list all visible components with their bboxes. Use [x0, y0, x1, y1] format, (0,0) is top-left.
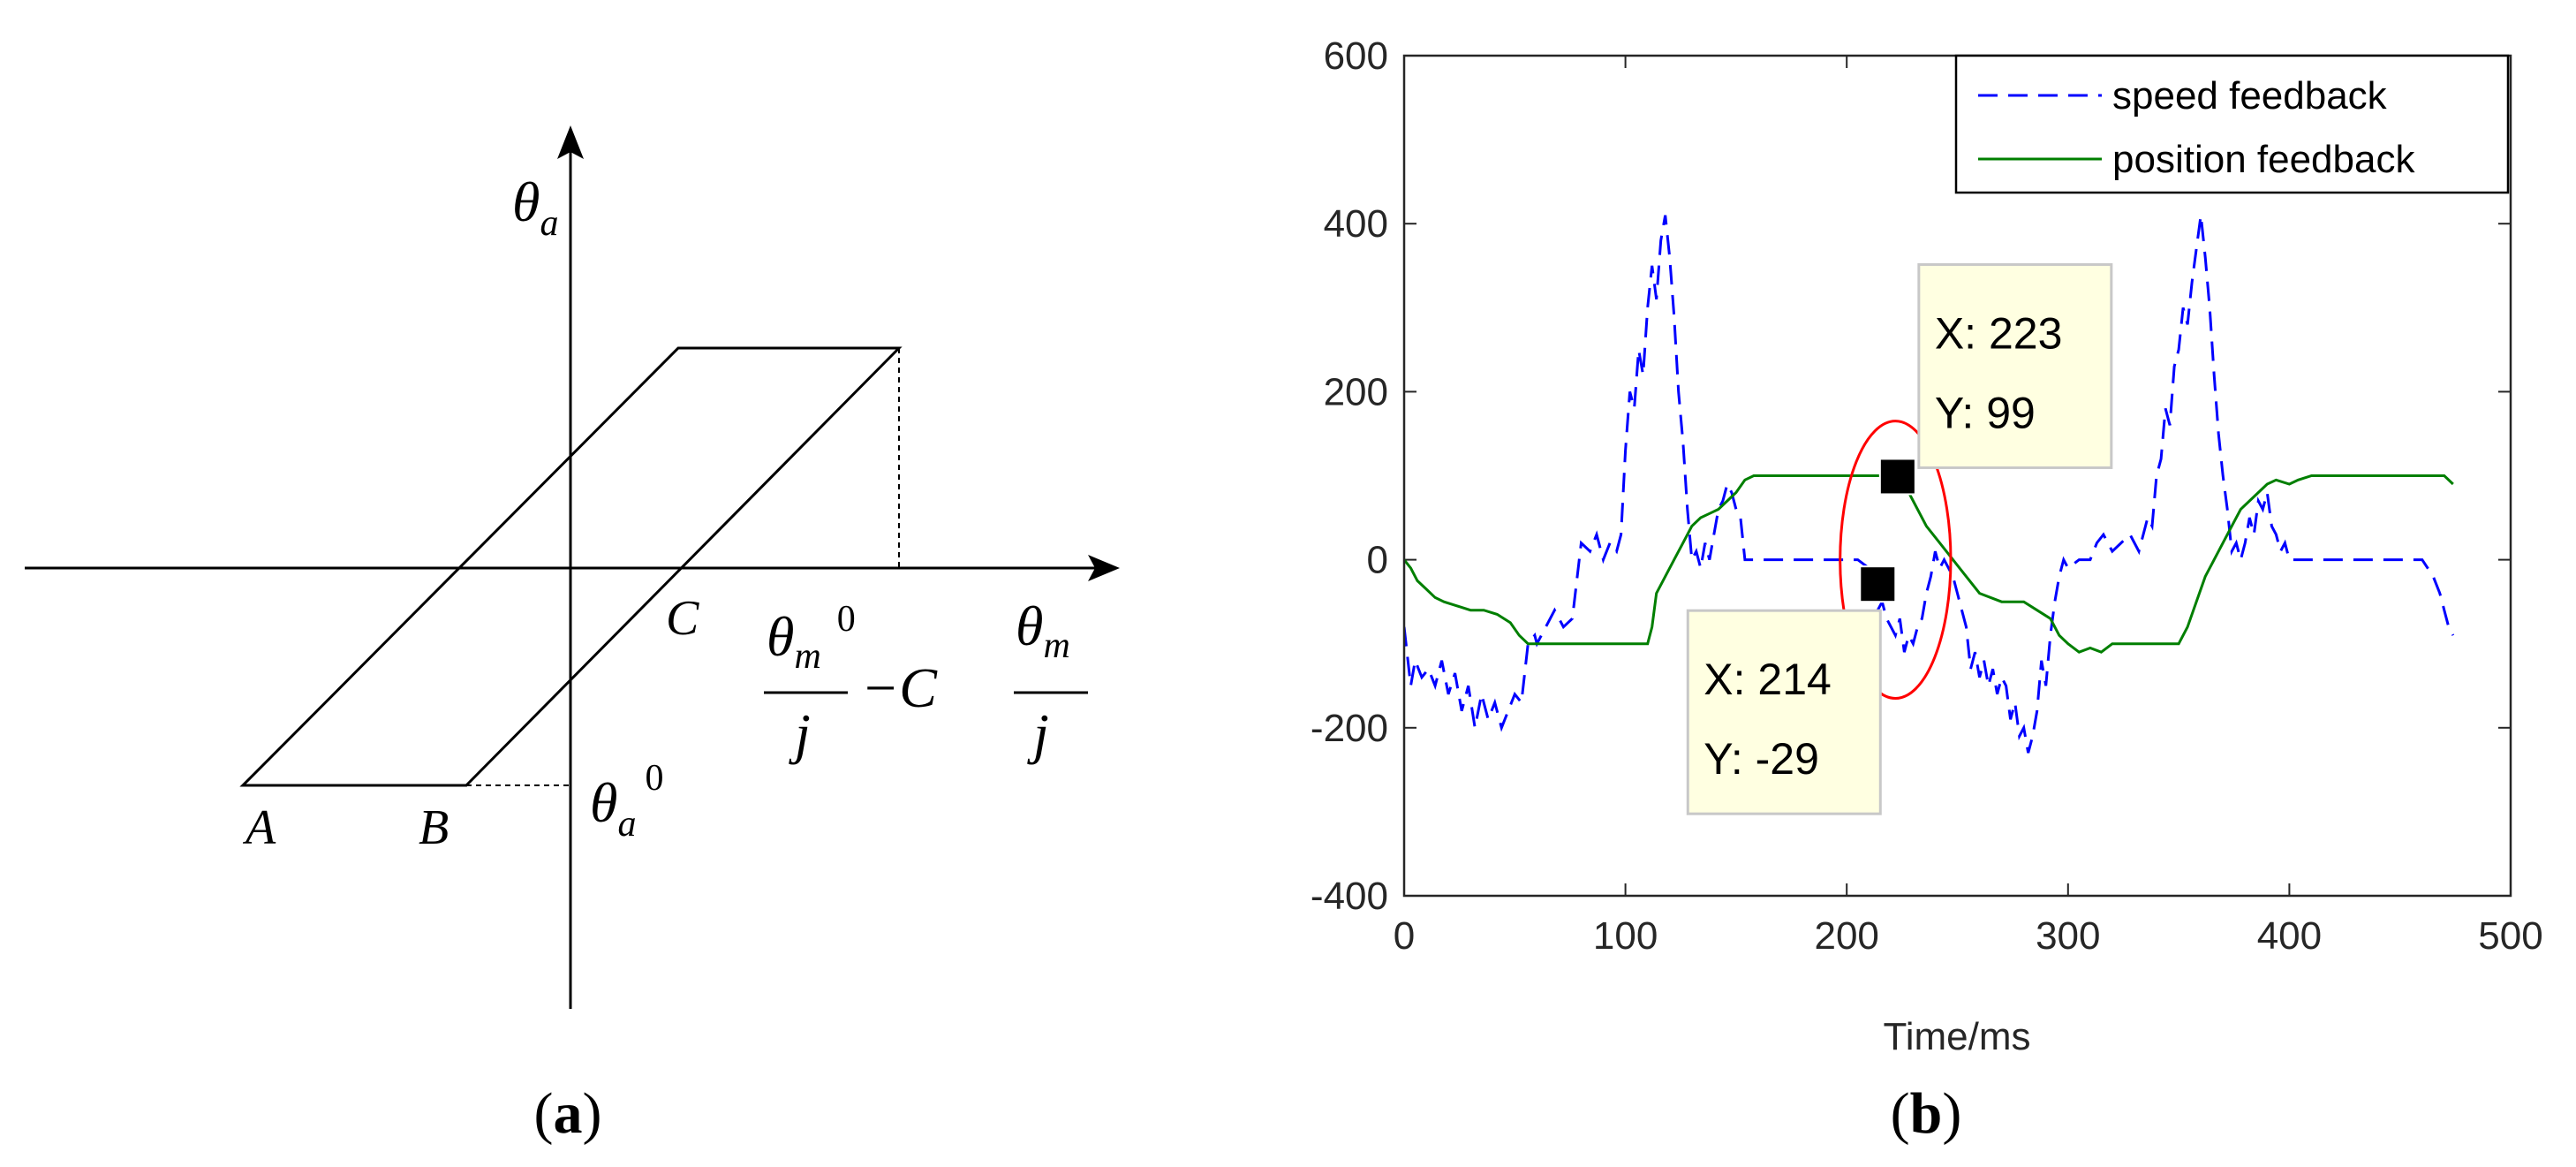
point-c-label: C: [666, 591, 699, 646]
series-speed-feedback: [1404, 215, 2455, 754]
panel-a-y-label: θa: [512, 171, 558, 244]
legend: speed feedback position feedback: [1954, 54, 2510, 194]
y-tick-label: 0: [1367, 539, 1388, 582]
data-tip-x: X: 223: [1935, 308, 2063, 358]
data-tip-box: [1686, 609, 1882, 815]
panel-a-x-arrow: [1088, 555, 1120, 581]
point-b-label: B: [419, 800, 449, 855]
y-tick-label: -200: [1311, 707, 1388, 750]
x-tick-label: 0: [1394, 914, 1415, 958]
data-tip-y: Y: -29: [1703, 734, 1819, 784]
y-tick-label: 200: [1324, 370, 1388, 413]
series-position-feedback: [1404, 474, 2454, 654]
y-tick-label: 600: [1324, 34, 1388, 78]
data-tip[interactable]: X: 214 Y: -29: [1686, 565, 1897, 815]
panel-a-y-arrow: [557, 125, 584, 159]
x-axis-label: Time/ms: [1883, 1015, 2030, 1058]
legend-label-speed: speed feedback: [2112, 74, 2388, 117]
data-tip[interactable]: X: 223 Y: 99: [1878, 262, 2113, 496]
panel-a-x-label: θm j: [1014, 595, 1088, 765]
data-tip-y: Y: 99: [1935, 388, 2036, 437]
x-tick-label: 100: [1593, 914, 1658, 958]
svg-text:θm: θm: [1016, 595, 1070, 666]
corner-label: θa0: [590, 758, 663, 845]
legend-label-position: position feedback: [2112, 138, 2415, 181]
data-tip-marker[interactable]: [1859, 565, 1897, 603]
x-tick-label: 300: [2036, 914, 2100, 958]
svg-text:−C: −C: [861, 656, 938, 719]
panel-b-chart: 0 100 200 300 400 500 -400 -200 0 200 400 600 X: 22…: [1311, 34, 2543, 1146]
panel-a-caption: (a): [534, 1081, 602, 1146]
svg-text:θm0: θm0: [767, 599, 856, 677]
x-tick-label: 400: [2257, 914, 2322, 958]
svg-text:j: j: [789, 702, 811, 765]
panel-b-caption: (b): [1891, 1081, 1962, 1146]
y-tick-label: 400: [1324, 202, 1388, 246]
data-tip-x: X: 214: [1703, 655, 1832, 704]
panel-a-diagram: θa A B C θa0 θm0 j −C θm j (a): [25, 125, 1120, 1146]
data-tip-box: [1917, 262, 2113, 469]
y-tick-label: -400: [1311, 875, 1388, 918]
highlight-ellipse: [1839, 420, 1953, 701]
x-tick-label: 200: [1814, 914, 1878, 958]
svg-text:j: j: [1027, 702, 1049, 765]
legend-box: [1954, 54, 2510, 194]
data-tip-marker[interactable]: [1878, 458, 1916, 496]
point-a-label: A: [242, 800, 276, 855]
limit-label: θm0 j −C: [764, 599, 938, 765]
x-tick-label: 500: [2478, 914, 2542, 958]
